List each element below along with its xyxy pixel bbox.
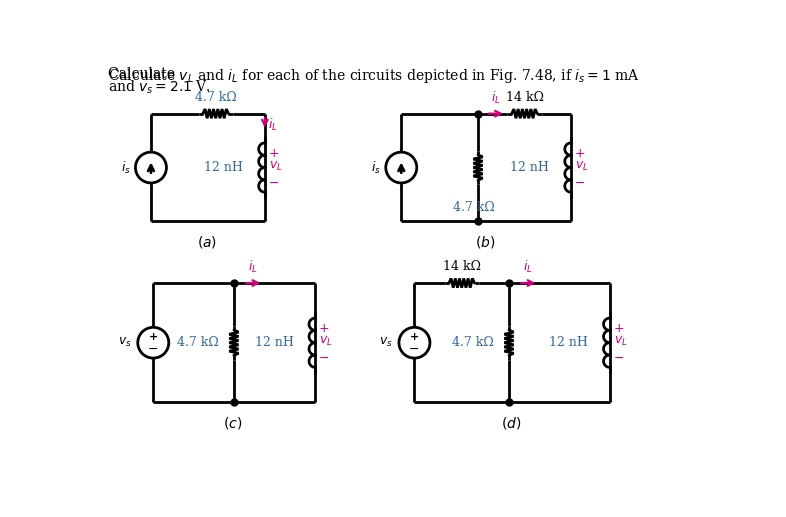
- Text: −: −: [614, 352, 624, 364]
- Text: $(d)$: $(d)$: [501, 415, 521, 431]
- Text: Calculate $v_L$ and $i_L$ for each of the circuits depicted in Fig. 7.48, if $i_: Calculate $v_L$ and $i_L$ for each of th…: [108, 67, 639, 85]
- Text: +: +: [575, 147, 586, 160]
- Text: 4.7 kΩ: 4.7 kΩ: [454, 201, 495, 214]
- Point: [472, 110, 484, 118]
- Text: $v_s$: $v_s$: [379, 336, 393, 349]
- Text: 14 kΩ: 14 kΩ: [505, 90, 543, 103]
- Text: $i_s$: $i_s$: [121, 159, 130, 176]
- Text: −: −: [319, 352, 329, 364]
- Point: [228, 279, 241, 287]
- Text: $(b)$: $(b)$: [475, 234, 495, 250]
- Text: and $v_s = 2.1$ V.: and $v_s = 2.1$ V.: [108, 78, 210, 96]
- Text: $i_s$: $i_s$: [371, 159, 381, 176]
- Point: [228, 398, 241, 406]
- Text: $(a)$: $(a)$: [196, 234, 217, 250]
- Text: $v_s$: $v_s$: [118, 336, 131, 349]
- Text: $v_L$: $v_L$: [614, 334, 627, 348]
- Text: 12 nH: 12 nH: [255, 336, 293, 349]
- Text: 4.7 kΩ: 4.7 kΩ: [195, 90, 237, 103]
- Text: $i_L$: $i_L$: [491, 90, 501, 106]
- Text: $i_L$: $i_L$: [268, 117, 277, 133]
- Text: +: +: [149, 332, 158, 342]
- Text: +: +: [269, 147, 279, 160]
- Text: 12 nH: 12 nH: [204, 161, 243, 174]
- Text: Calculate: Calculate: [108, 67, 179, 82]
- Text: 12 nH: 12 nH: [510, 161, 549, 174]
- Text: −: −: [410, 343, 420, 356]
- Text: $v_L$: $v_L$: [319, 334, 332, 348]
- Text: +: +: [319, 322, 330, 336]
- Text: $v_L$: $v_L$: [269, 159, 282, 173]
- Text: 14 kΩ: 14 kΩ: [443, 260, 481, 273]
- Text: −: −: [575, 176, 586, 189]
- Point: [503, 398, 516, 406]
- Text: $(c)$: $(c)$: [223, 415, 243, 431]
- Text: $i_L$: $i_L$: [248, 259, 258, 276]
- Text: +: +: [410, 332, 419, 342]
- Text: −: −: [269, 176, 279, 189]
- Point: [472, 217, 484, 225]
- Text: −: −: [148, 343, 159, 356]
- Text: 4.7 kΩ: 4.7 kΩ: [452, 336, 494, 349]
- Text: $v_L$: $v_L$: [575, 159, 589, 173]
- Text: 12 nH: 12 nH: [549, 336, 588, 349]
- Text: $i_L$: $i_L$: [523, 259, 533, 276]
- Text: +: +: [614, 322, 624, 336]
- Point: [503, 279, 516, 287]
- Text: 4.7 kΩ: 4.7 kΩ: [177, 336, 219, 349]
